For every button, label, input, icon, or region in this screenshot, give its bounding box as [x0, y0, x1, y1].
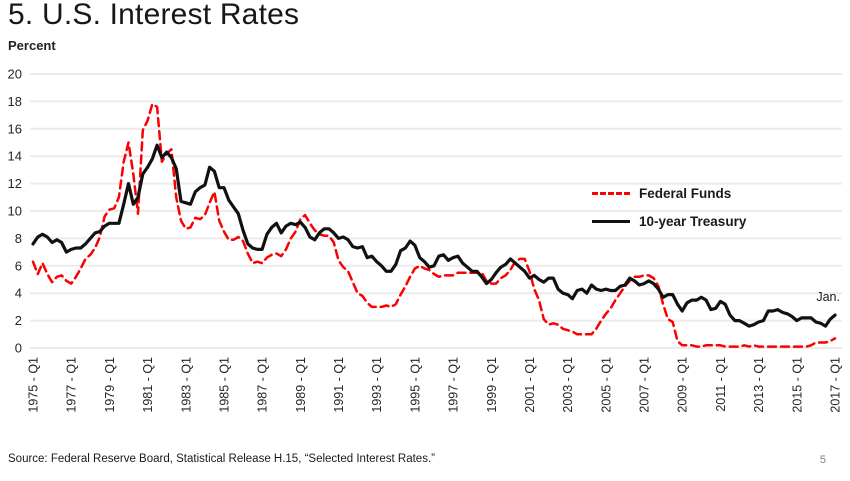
x-tick-label: 2015 - Q1	[790, 357, 804, 413]
x-tick-label: 1975 - Q1	[27, 357, 41, 413]
y-tick-label: 0	[15, 341, 22, 356]
legend-item-federal-funds: Federal Funds	[592, 179, 746, 207]
x-tick-label: 2013 - Q1	[752, 357, 766, 413]
y-tick-label: 14	[8, 149, 22, 164]
last-point-annotation: Jan.	[816, 290, 840, 304]
y-tick-label: 10	[8, 204, 22, 219]
x-tick-label: 1997 - Q1	[447, 357, 461, 413]
x-tick-label: 2017 - Q1	[829, 357, 843, 413]
y-tick-label: 18	[8, 94, 22, 109]
x-tick-label: 2007 - Q1	[638, 357, 652, 413]
y-tick-label: 4	[15, 286, 22, 301]
x-tick-label: 1989 - Q1	[294, 357, 308, 413]
x-tick-label: 1981 - Q1	[141, 357, 155, 413]
x-tick-label: 2001 - Q1	[523, 357, 537, 413]
x-tick-label: 2009 - Q1	[676, 357, 690, 413]
x-tick-label: 2005 - Q1	[599, 357, 613, 413]
y-tick-label: 6	[15, 258, 22, 273]
source-citation: Source: Federal Reserve Board, Statistic…	[8, 453, 435, 465]
x-tick-label: 1995 - Q1	[408, 357, 422, 413]
y-axis-tick-labels: 0 2 4 6 8 10 12 14 16 18 20	[8, 67, 22, 356]
federal-funds-dashed-line-swatch	[592, 191, 630, 195]
legend-label: Federal Funds	[639, 185, 732, 201]
interest-rates-line-chart: 0 2 4 6 8 10 12 14 16 18 20 1975 - Q1 1977 - Q1 1979 …	[8, 67, 843, 413]
legend-item-10-year-treasury: 10-year Treasury	[592, 207, 746, 235]
treasury-solid-line-swatch	[592, 219, 630, 223]
x-tick-label: 1979 - Q1	[103, 357, 117, 413]
x-tick-label: 1983 - Q1	[179, 357, 193, 413]
x-tick-label: 1985 - Q1	[218, 357, 232, 413]
y-tick-label: 20	[8, 67, 22, 82]
x-axis-tick-labels: 1975 - Q1 1977 - Q1 1979 - Q1 1981 - Q1 1983…	[27, 357, 843, 413]
page-title: 5. U.S. Interest Rates	[8, 0, 300, 31]
x-tick-label: 2003 - Q1	[561, 357, 575, 413]
x-tick-label: 2011 - Q1	[714, 357, 728, 412]
y-tick-label: 2	[15, 313, 22, 328]
x-tick-label: 1991 - Q1	[332, 357, 346, 413]
series-line-10-year-treasury	[31, 143, 837, 328]
x-tick-label: 1987 - Q1	[256, 357, 270, 413]
gridlines	[30, 73, 842, 349]
y-tick-label: 16	[8, 121, 22, 136]
y-tick-label: 8	[15, 231, 22, 246]
legend-label: 10-year Treasury	[639, 213, 747, 229]
x-tick-label: 1977 - Q1	[65, 357, 79, 413]
chart-legend: Federal Funds 10-year Treasury	[592, 179, 746, 235]
y-axis-unit-label: Percent	[8, 38, 56, 53]
x-tick-label: 1993 - Q1	[370, 357, 384, 413]
y-tick-label: 12	[8, 176, 22, 191]
x-tick-label: 1999 - Q1	[485, 357, 499, 413]
slide-page-number: 5	[819, 454, 826, 466]
